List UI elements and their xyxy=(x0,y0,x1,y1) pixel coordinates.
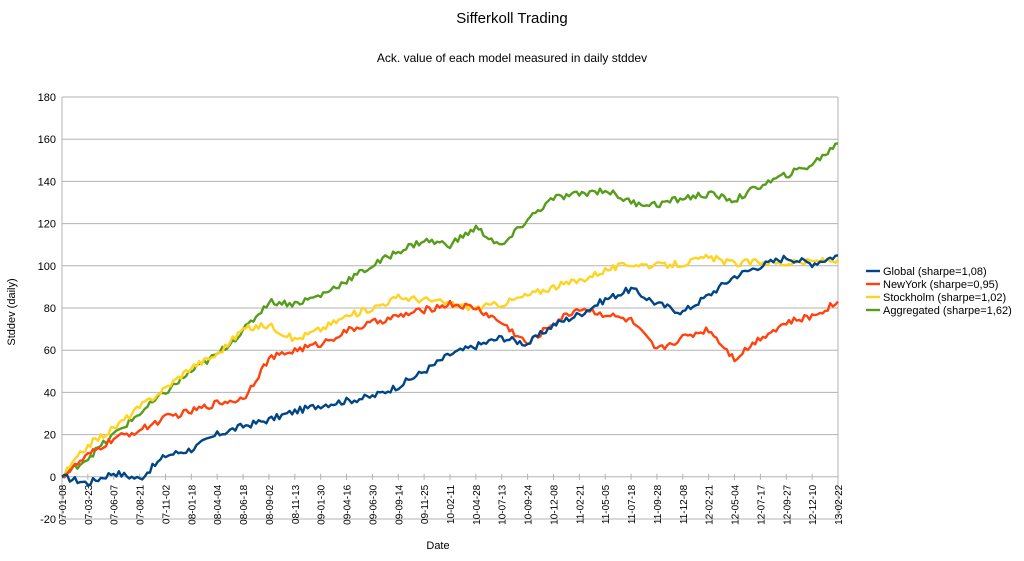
x-tick-label: 07-03-23 xyxy=(84,484,95,524)
y-tick-label: 60 xyxy=(44,345,56,357)
x-tick-label: 12-09-27 xyxy=(782,484,793,524)
legend-label: Aggregated (sharpe=1,62) xyxy=(883,305,1012,317)
x-tick-label: 07-01-08 xyxy=(58,484,69,524)
series-lines xyxy=(61,142,839,487)
axes xyxy=(61,97,839,519)
x-tick-label: 13-02-22 xyxy=(834,484,845,524)
y-axis-label: Stddev (daily) xyxy=(6,278,18,345)
x-tick-label: 12-05-04 xyxy=(731,484,742,524)
x-tick-label: 11-09-28 xyxy=(653,484,664,524)
series-line-0 xyxy=(61,254,839,487)
chart-title: Sifferkoll Trading xyxy=(456,10,567,27)
x-tick-label: 09-04-16 xyxy=(343,484,354,524)
legend-label: NewYork (sharpe=0,95) xyxy=(883,279,998,291)
x-tick-label: 10-07-13 xyxy=(498,484,509,524)
x-tick-label: 08-04-04 xyxy=(213,484,224,524)
x-tick-label: 10-02-11 xyxy=(446,484,457,524)
grid xyxy=(62,96,838,520)
x-tick-label: 09-01-30 xyxy=(317,484,328,524)
x-tick-label: 10-12-08 xyxy=(549,484,560,524)
x-tick-label: 11-12-08 xyxy=(679,484,690,524)
y-axis-ticks: -20 0 20 40 60 80 100 120 140 160 180 xyxy=(38,92,56,526)
y-tick-label: 20 xyxy=(44,430,56,442)
x-tick-label: 11-05-05 xyxy=(601,484,612,524)
y-tick-label: 80 xyxy=(44,303,56,315)
x-tick-label: 10-04-28 xyxy=(472,484,483,524)
y-tick-label: 120 xyxy=(38,219,56,231)
x-tick-label: 12-02-21 xyxy=(705,484,716,524)
x-tick-label: 08-11-13 xyxy=(291,484,302,524)
y-tick-label: 160 xyxy=(38,134,56,146)
x-tick-label: 10-09-24 xyxy=(524,484,535,524)
x-tick-label: 11-02-21 xyxy=(575,484,586,524)
y-tick-label: 180 xyxy=(38,92,56,104)
y-tick-label: 140 xyxy=(38,176,56,188)
x-axis-ticks: 07-01-08 07-03-23 07-06-07 07-08-21 07-11-02… xyxy=(58,473,845,525)
chart-subtitle: Ack. value of each model measured in dai… xyxy=(377,51,647,65)
series-line-3 xyxy=(61,142,839,478)
x-tick-label: 08-01-18 xyxy=(187,484,198,524)
x-tick-label: 09-09-14 xyxy=(394,484,405,524)
y-tick-label: 100 xyxy=(38,261,56,273)
x-tick-label: 07-08-21 xyxy=(136,484,147,524)
x-tick-label: 09-06-30 xyxy=(368,484,379,524)
x-tick-label: 12-07-17 xyxy=(756,484,767,524)
y-tick-label: -20 xyxy=(40,514,56,526)
legend: Global (sharpe=1,08)NewYork (sharpe=0,95… xyxy=(866,266,1012,317)
x-axis-label: Date xyxy=(426,540,449,552)
x-tick-label: 12-12-10 xyxy=(808,484,819,524)
y-tick-label: 0 xyxy=(50,472,56,484)
series-line-2 xyxy=(61,253,839,478)
x-tick-label: 08-06-18 xyxy=(239,484,250,524)
series-line-1 xyxy=(61,299,839,479)
legend-label: Global (sharpe=1,08) xyxy=(883,266,987,278)
x-tick-label: 08-09-02 xyxy=(265,484,276,524)
legend-label: Stockholm (sharpe=1,02) xyxy=(883,292,1006,304)
x-tick-label: 07-11-02 xyxy=(161,484,172,524)
x-tick-label: 07-06-07 xyxy=(110,484,121,524)
x-tick-label: 09-11-25 xyxy=(420,484,431,524)
y-tick-label: 40 xyxy=(44,387,56,399)
x-tick-label: 11-07-18 xyxy=(627,484,638,524)
